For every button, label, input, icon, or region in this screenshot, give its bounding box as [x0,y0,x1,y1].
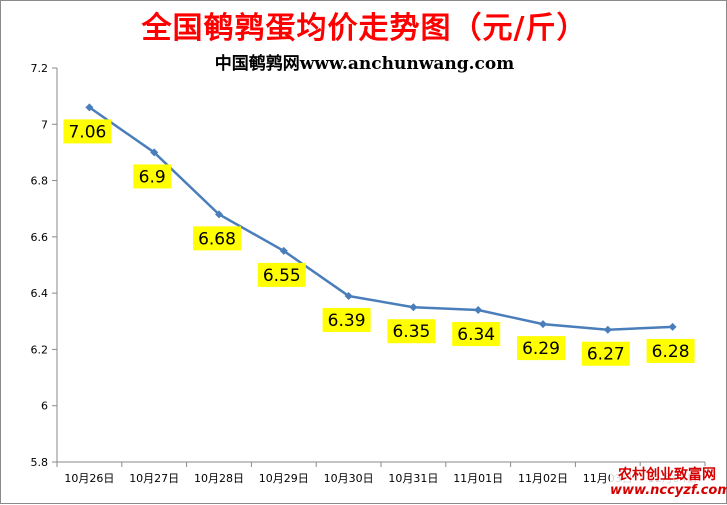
data-label-bg [257,262,306,287]
axes [56,68,705,463]
watermark-line1: 农村创业致富网 [618,467,716,483]
data-label-bg [452,322,501,347]
x-tick-label: 11月02日 [518,472,568,485]
data-label-bg [646,338,695,363]
data-label: 6.27 [587,345,625,365]
data-point [85,103,94,112]
y-tick-label: 6 [41,400,48,413]
x-tick-label: 11月01日 [453,472,503,485]
data-label: 6.39 [328,311,366,331]
watermark: 农村创业致富网 www.nccyzf.com [610,466,727,500]
data-point [474,306,483,315]
data-label-bg [193,226,241,251]
data-label-bg [517,336,565,361]
data-label-bg [133,164,172,189]
data-points [85,103,677,334]
chart-subtitle: 中国鹌鹑网www.anchunwang.com [214,54,515,74]
watermark-line2: www.nccyzf.com [610,483,727,498]
series-line-path [88,106,673,331]
data-point [409,303,418,312]
chart-title: 全国鹌鹑蛋均价走势图（元/斤） [141,11,588,46]
data-point [539,320,547,329]
data-label: 6.29 [522,339,560,359]
data-label: 6.35 [392,322,430,342]
y-tick-label: 7 [41,118,48,131]
y-tick-label: 6.6 [31,231,49,244]
data-label-bg [63,119,112,144]
x-tick-label: 10月30日 [324,472,374,485]
y-axis-ticks: 5.8 6 6.2 6.4 6.6 6.8 7 7.2 [31,62,57,469]
data-labels: 7.06 6.9 6.68 6.55 6.39 6.35 6.34 6.29 6.27 6.28 [63,119,695,366]
data-label-bg [387,319,436,344]
x-tick-label: 10月27日 [129,472,179,485]
y-tick-label: 6.2 [31,343,49,356]
data-point [668,322,677,331]
data-label: 6.68 [198,229,236,249]
y-tick-label: 6.4 [31,287,49,300]
data-label-bg [322,307,371,332]
data-point [150,148,159,157]
y-tick-label: 6.8 [31,175,49,188]
x-tick-label: 10月28日 [194,472,244,485]
data-label-bg [581,341,630,366]
x-axis-ticks: 10月26日 10月27日 10月28日 10月29日 10月30日 10月31日 11月0… [56,462,706,485]
data-point [215,210,223,219]
data-label: 7.06 [68,122,106,142]
data-label: 6.9 [139,167,166,187]
data-point [279,246,288,255]
x-tick-label: 10月29日 [259,472,309,485]
y-tick-label: 5.8 [31,456,49,469]
series-line [88,106,673,331]
data-point [344,291,353,300]
x-tick-label: 10月26日 [64,472,114,485]
y-tick-label: 7.2 [31,62,49,75]
x-tick-label: 10月31日 [388,472,438,485]
data-label: 6.34 [457,325,495,345]
data-label: 6.28 [652,342,690,362]
data-label: 6.55 [263,266,301,286]
data-point [603,325,612,334]
